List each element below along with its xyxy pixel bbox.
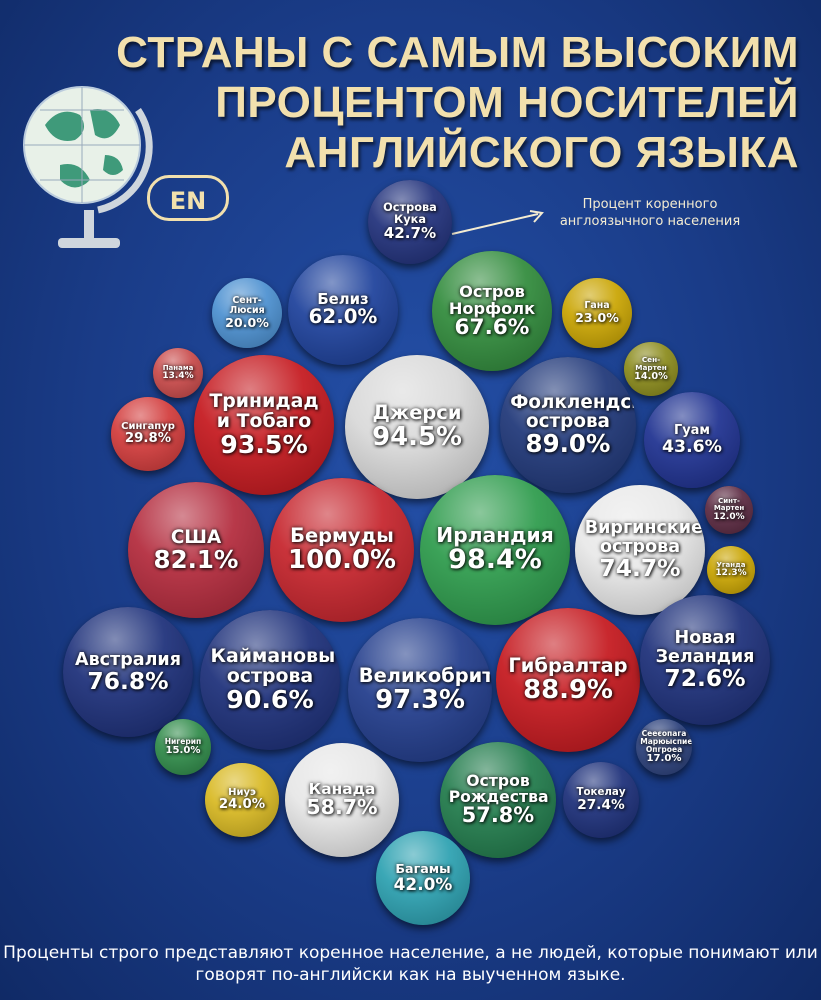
bubble-label: Новая Зеландия [655,628,755,667]
bubble-value: 58.7% [306,795,378,820]
title-line: АНГЛИЙСКОГО ЯЗЫКА [284,128,799,177]
bubble-label: Остров Норфолк [448,281,536,318]
bubble-label: Сингапур [121,420,175,432]
bubble-value: 94.5% [372,421,462,452]
bubble: Сееєопага Марюыспие Опгроеа 17.0% [636,719,692,775]
bubble-value: 42.7% [383,223,437,242]
bubble-value: 15.0% [165,744,201,756]
bubble-value: 13.4% [162,370,194,381]
bubble-value: 89.0% [525,429,611,459]
bubble: Виргинские острова 74.7% [575,485,705,615]
bubble: Белиз 62.0% [288,255,398,365]
bubble-value: 74.7% [599,554,681,583]
bubble: Токелау 27.4% [563,762,639,838]
title-line: СТРАНЫ С САМЫМ ВЫСОКИМ [116,28,799,77]
bubble-value: 12.3% [715,567,747,578]
bubble-value: 100.0% [288,544,396,575]
bubble: Канада 58.7% [285,743,399,857]
bubble-label: Виргинские острова [584,518,703,557]
bubble-value: 14.0% [634,370,668,382]
en-badge: EN [147,175,229,221]
bubble: Ниуэ 24.0% [205,763,279,837]
title-line: ПРОЦЕНТОМ НОСИТЕЛЕЙ [215,78,799,127]
bubble-label: Фолклендские острова [510,391,636,433]
bubble: Гибралтар 88.9% [496,608,640,752]
bubble-label: Гуам [673,423,711,439]
bubble-label: Каймановы острова [210,644,336,687]
bubble: Уганда 12.3% [707,546,755,594]
bubble-value: 72.6% [664,664,746,693]
globe-icon [23,86,153,248]
bubble-value: 62.0% [308,305,378,329]
bubble: Острова Кука 42.7% [368,180,452,264]
bubble-value: 88.9% [523,674,613,705]
bubble-label: Австралия [75,649,181,670]
bubble-value: 23.0% [575,310,619,326]
bubble-value: 42.0% [393,873,453,894]
bubble: Новая Зеландия 72.6% [640,595,770,725]
bubble: Синт-Мартен 12.0% [705,486,753,534]
bubble-label: Остров Рождества [448,770,549,807]
bubble-value: 90.6% [226,684,314,714]
bubble-label: Сееєопага Марюыспие Опгроеа [640,728,692,754]
bubble: Сингапур 29.8% [111,397,185,471]
footer-note: Проценты строго представляют коренное на… [3,943,818,985]
bubble: Остров Норфолк 67.6% [432,251,552,371]
bubble-label: Панама [162,363,194,372]
bubble-label: Ниуэ [228,786,256,798]
arrow-icon [451,210,544,235]
bubble: Великобритания97.3% [348,618,492,762]
bubble-label: Сент-Люсия [229,295,265,317]
bubble: Нигерип 15.0% [155,719,211,775]
bubble-value: 93.5% [220,429,308,459]
bubble-label: Великобритания [358,664,492,688]
bubble-value: 57.8% [461,803,535,828]
bubble: Каймановы острова 90.6% [200,610,340,750]
bubble-label: Багамы [395,861,451,877]
bubble-label: США [170,526,222,548]
bubble-label: Гана [584,300,610,312]
bubble-value: 29.8% [124,431,172,447]
bubble-label: Тринидад и Тобаго [209,389,319,432]
bubble: Гуам 43.6% [644,392,740,488]
bubble-value: 67.6% [454,314,530,340]
bubble: Багамы 42.0% [376,831,470,925]
bubble: Сент-Люсия 20.0% [212,278,282,348]
bubble-value: 17.0% [646,752,682,764]
bubble: Тринидад и Тобаго 93.5% [194,355,334,495]
bubble-label: Джерси [372,401,462,425]
bubble-label: Гибралтар [508,654,628,678]
bubble-value: 27.4% [577,797,625,814]
bubble-value: 20.0% [225,315,269,331]
bubble-label: Ирландия [436,523,554,548]
bubble-label: Белиз [317,289,369,308]
bubble: Сен-Мартен 14.0% [624,342,678,396]
annotation-text: Процент коренного англоязычного населени… [559,197,741,229]
bubble: Гана 23.0% [562,278,632,348]
bubble: Джерси 94.5% [345,355,489,499]
bubble-value: 24.0% [218,797,266,813]
bubble-label: Сен-Мартен [635,355,667,372]
bubble-label: Синт-Мартен [713,496,745,513]
page-title: СТРАНЫ С САМЫМ ВЫСОКИМ ПРОЦЕНТОМ НОСИТЕЛ… [116,28,799,178]
bubble-value: 82.1% [153,544,239,574]
bubble: Панама 13.4% [153,348,203,398]
bubble: Австралия 76.8% [63,607,193,737]
bubble-value: 12.0% [713,511,745,522]
bubble-value: 76.8% [87,666,169,695]
bubble-label: Токелау [576,786,626,799]
bubble: Бермуды 100.0% [270,478,414,622]
bubble: США 82.1% [128,482,264,618]
bubble-value: 98.4% [448,544,542,576]
bubble-label: Уганда [716,560,746,569]
bubble-value: 97.3% [375,684,465,715]
bubble: Ирландия 98.4% [420,475,570,625]
bubble-label: Канада [308,780,376,799]
bubble-label: Нигерип [164,736,202,746]
bubble-label: Бермуды [290,524,394,548]
bubble: Остров Рождества 57.8% [440,742,556,858]
bubble-value: 43.6% [662,436,722,457]
bubble-label: Острова Кука [383,200,437,227]
